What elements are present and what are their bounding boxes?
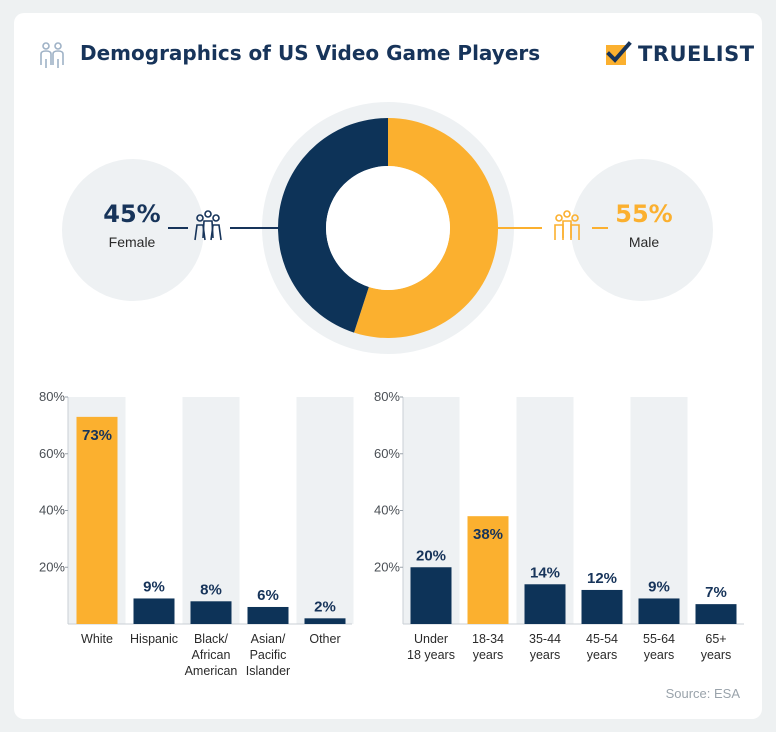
y-tick-label: 80% [374, 389, 400, 404]
bar-value-label: 6% [257, 587, 279, 604]
truelist-logo: TRUELIST [604, 41, 755, 67]
bar-value-label: 20% [416, 547, 446, 564]
bar-value-label: 8% [200, 581, 222, 598]
bar [581, 589, 623, 624]
y-tick-label: 40% [39, 503, 65, 518]
x-tick-label: Other [309, 632, 340, 646]
male-percent: 55% [615, 200, 673, 228]
bar-band [630, 397, 688, 624]
bar [247, 606, 289, 624]
bar-value-label: 38% [473, 526, 503, 543]
ethnicity-bar-chart: 20% 40% 60% 80% 73% White 9% Hispanic 8% Black/Af… [39, 389, 354, 678]
x-tick-label: 55-64 [643, 632, 675, 646]
y-tick-label: 80% [39, 389, 65, 404]
bar [190, 601, 232, 624]
x-tick-label: Black/ [194, 632, 229, 646]
bar-value-label: 7% [705, 584, 727, 601]
x-tick-label: Under [414, 632, 448, 646]
bar-value-label: 9% [143, 578, 165, 595]
x-tick-label: years [473, 648, 504, 662]
x-tick-label: Islander [246, 664, 290, 678]
x-tick-label: 65+ [705, 632, 726, 646]
x-tick-label: 18 years [407, 648, 455, 662]
bar-value-label: 12% [587, 570, 617, 587]
female-percent: 45% [103, 200, 161, 228]
bar [304, 618, 346, 624]
y-tick-label: 20% [39, 559, 65, 574]
page-title: Demographics of US Video Game Players [80, 41, 541, 65]
bar [76, 416, 118, 624]
bar-value-label: 73% [82, 427, 112, 444]
bar [638, 598, 680, 624]
x-tick-label: African [192, 648, 231, 662]
y-tick-label: 60% [374, 446, 400, 461]
x-tick-label: 35-44 [529, 632, 561, 646]
bar [133, 598, 175, 624]
y-tick-label: 60% [39, 446, 65, 461]
x-tick-label: American [185, 664, 238, 678]
male-label: Male [628, 234, 660, 250]
bar-band [296, 397, 354, 624]
bar [695, 604, 737, 624]
x-tick-label: years [701, 648, 732, 662]
bar-value-label: 2% [314, 598, 336, 615]
checkmark-logo-icon [606, 41, 632, 65]
people-icon [38, 41, 66, 74]
female-label: Female [108, 234, 156, 250]
age-bar-chart: 20% 40% 60% 80% 20% Under 18 years 38% 18-34 year… [374, 389, 744, 662]
bar-value-label: 9% [648, 578, 670, 595]
female-bubble [62, 159, 204, 301]
bar [524, 584, 566, 624]
x-tick-label: years [644, 648, 675, 662]
logo-text: TRUELIST [638, 42, 755, 66]
bar [467, 516, 509, 624]
male-bubble [571, 159, 713, 301]
x-tick-label: Pacific [250, 648, 287, 662]
x-tick-label: 18-34 [472, 632, 504, 646]
y-tick-label: 20% [374, 559, 400, 574]
x-tick-label: years [530, 648, 561, 662]
x-tick-label: White [81, 632, 113, 646]
x-tick-label: 45-54 [586, 632, 618, 646]
source-note: Source: ESA [665, 686, 740, 701]
y-tick-label: 40% [374, 503, 400, 518]
bar [410, 567, 452, 624]
bar-value-label: 14% [530, 564, 560, 581]
x-tick-label: Hispanic [130, 632, 178, 646]
x-tick-label: Asian/ [251, 632, 286, 646]
bar-band [182, 397, 240, 624]
x-tick-label: years [587, 648, 618, 662]
